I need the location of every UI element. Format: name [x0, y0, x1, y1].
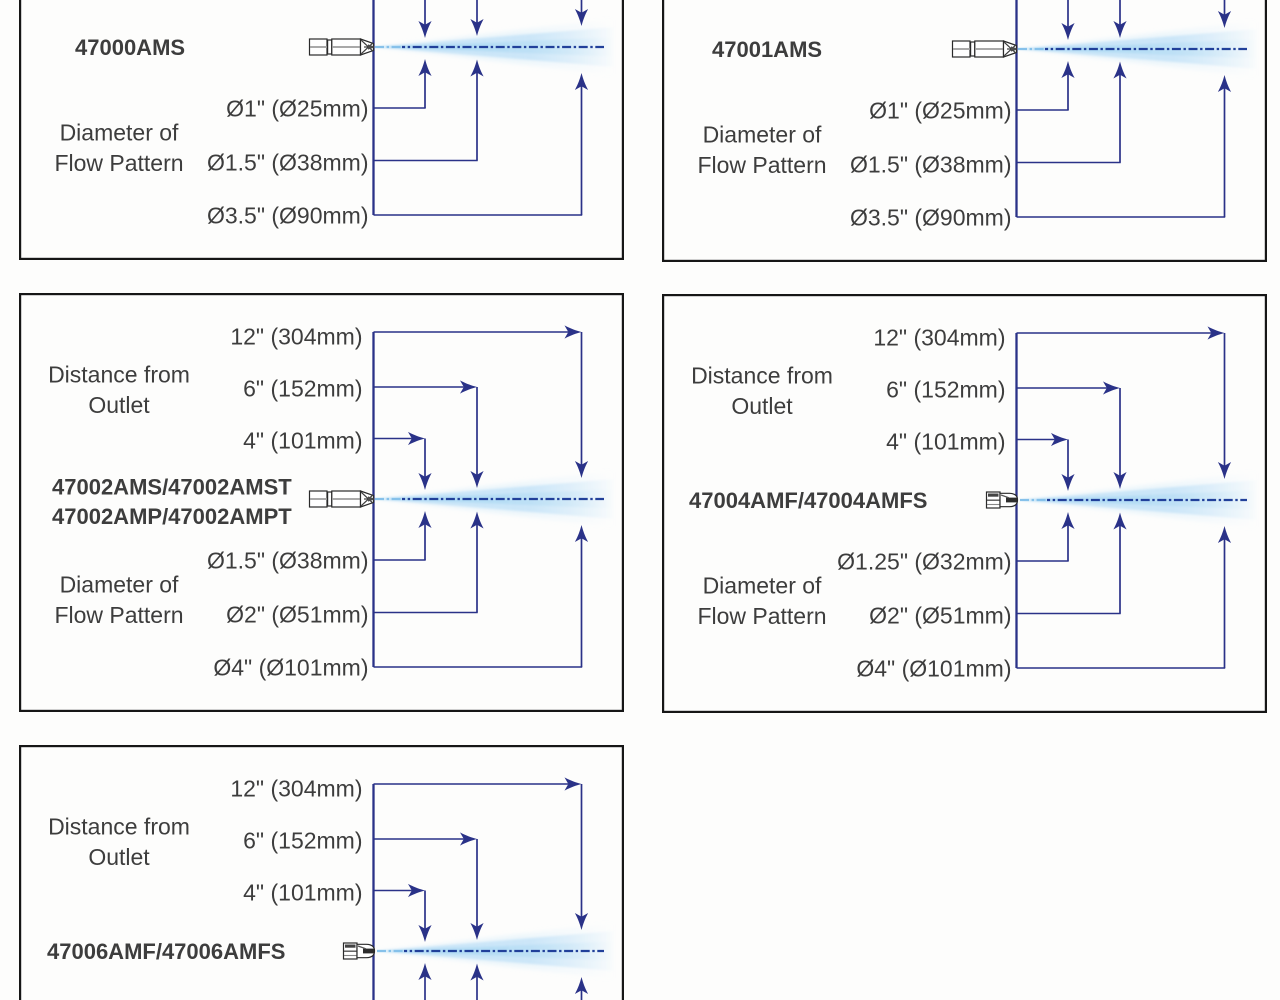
svg-text:Diameter of: Diameter of — [60, 120, 179, 146]
svg-text:Ø2" (Ø51mm): Ø2" (Ø51mm) — [869, 602, 1011, 628]
svg-text:47006AMF/47006AMFS: 47006AMF/47006AMFS — [47, 939, 285, 964]
svg-text:Diameter of: Diameter of — [703, 573, 822, 599]
svg-text:Distance from: Distance from — [48, 813, 190, 839]
svg-text:Flow Pattern: Flow Pattern — [54, 602, 183, 628]
svg-text:Ø3.5" (Ø90mm): Ø3.5" (Ø90mm) — [850, 204, 1012, 230]
svg-text:47004AMF/47004AMFS: 47004AMF/47004AMFS — [689, 488, 927, 513]
svg-text:Ø3.5" (Ø90mm): Ø3.5" (Ø90mm) — [207, 202, 369, 228]
svg-text:6" (152mm): 6" (152mm) — [243, 827, 362, 853]
svg-text:Ø1.5" (Ø38mm): Ø1.5" (Ø38mm) — [207, 547, 369, 573]
svg-text:Distance from: Distance from — [691, 362, 833, 388]
svg-text:4" (101mm): 4" (101mm) — [243, 427, 362, 453]
svg-text:12" (304mm): 12" (304mm) — [230, 775, 362, 801]
svg-text:Flow Pattern: Flow Pattern — [697, 152, 826, 178]
svg-text:12" (304mm): 12" (304mm) — [230, 323, 362, 349]
svg-text:Distance from: Distance from — [48, 361, 190, 387]
svg-text:47001AMS: 47001AMS — [712, 37, 822, 62]
svg-text:Ø4" (Ø101mm): Ø4" (Ø101mm) — [856, 655, 1011, 681]
svg-text:12" (304mm): 12" (304mm) — [873, 324, 1005, 350]
svg-text:Ø1.5" (Ø38mm): Ø1.5" (Ø38mm) — [850, 151, 1012, 177]
svg-text:47002AMS/47002AMST: 47002AMS/47002AMST — [52, 474, 292, 499]
svg-text:4" (101mm): 4" (101mm) — [886, 428, 1005, 454]
svg-text:Diameter of: Diameter of — [60, 572, 179, 598]
svg-text:Outlet: Outlet — [88, 392, 150, 418]
svg-text:6" (152mm): 6" (152mm) — [886, 376, 1005, 402]
svg-text:Ø4" (Ø101mm): Ø4" (Ø101mm) — [213, 654, 368, 680]
svg-text:47002AMP/47002AMPT: 47002AMP/47002AMPT — [52, 504, 292, 529]
svg-text:4" (101mm): 4" (101mm) — [243, 879, 362, 905]
svg-text:6" (152mm): 6" (152mm) — [243, 375, 362, 401]
svg-text:Ø1.25" (Ø32mm): Ø1.25" (Ø32mm) — [837, 548, 1011, 574]
svg-text:Ø1" (Ø25mm): Ø1" (Ø25mm) — [869, 97, 1011, 123]
svg-text:Diameter of: Diameter of — [703, 122, 822, 148]
svg-text:Ø2" (Ø51mm): Ø2" (Ø51mm) — [226, 601, 368, 627]
svg-text:Flow Pattern: Flow Pattern — [697, 603, 826, 629]
svg-text:Ø1" (Ø25mm): Ø1" (Ø25mm) — [226, 95, 368, 121]
svg-text:Flow Pattern: Flow Pattern — [54, 150, 183, 176]
svg-text:Outlet: Outlet — [88, 844, 150, 870]
svg-text:Outlet: Outlet — [731, 393, 793, 419]
svg-text:Ø1.5" (Ø38mm): Ø1.5" (Ø38mm) — [207, 149, 369, 175]
svg-text:47000AMS: 47000AMS — [75, 35, 185, 60]
